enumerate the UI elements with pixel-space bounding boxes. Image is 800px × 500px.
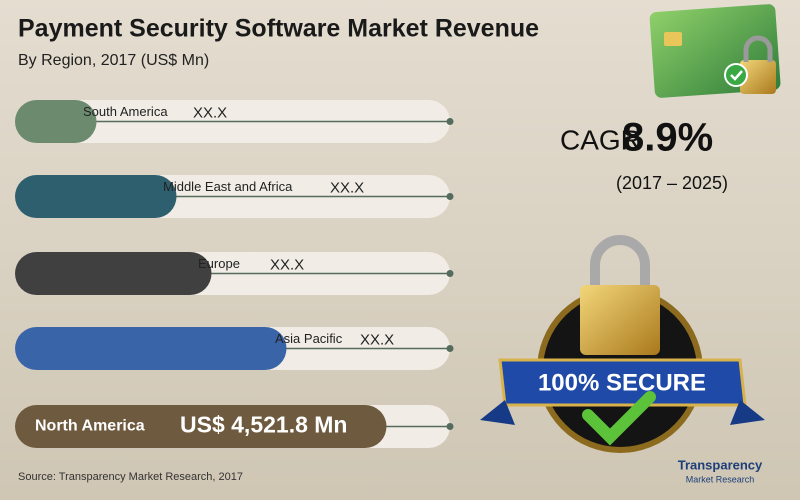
region-name: Asia Pacific [275, 331, 343, 346]
leader-dot [446, 193, 454, 200]
bar-fill [15, 175, 177, 218]
region-name: South America [83, 104, 168, 119]
logo-name: Transparency [678, 457, 763, 472]
bar-fill [15, 405, 387, 448]
source: Source: Transparency Market Research, 20… [18, 471, 243, 483]
leader-dot [446, 118, 454, 125]
region-name: North America [35, 418, 145, 435]
leader-dot [446, 345, 454, 352]
region-value: XX.X [270, 256, 304, 273]
region-value: XX.X [193, 104, 227, 121]
title: Payment Security Software Market Revenue [18, 15, 539, 43]
leader-dot [446, 423, 454, 430]
card-icon [649, 4, 781, 98]
bar-fill [15, 100, 97, 143]
bars: South America XX.X Middle East and Africa X… [15, 100, 454, 448]
region-name: Middle East and Africa [163, 179, 293, 194]
region-name: Europe [198, 256, 240, 271]
cagr-period: (2017 – 2025) [616, 173, 728, 193]
leader-dot [446, 270, 454, 277]
cagr-label: CAGR [560, 124, 641, 155]
badge-text: 100% SECURE [538, 369, 706, 396]
cagr-value: 8.9% [622, 116, 713, 160]
region-value: US$ 4,521.8 Mn [180, 412, 347, 438]
bar-fill [15, 327, 287, 370]
logo-sub: Market Research [686, 474, 755, 484]
secure-badge: 100% SECURE [480, 235, 765, 453]
bar-fill [15, 252, 212, 295]
region-value: XX.X [330, 179, 364, 196]
region-value: XX.X [360, 331, 394, 348]
subtitle: By Region, 2017 (US$ Mn) [18, 52, 209, 69]
